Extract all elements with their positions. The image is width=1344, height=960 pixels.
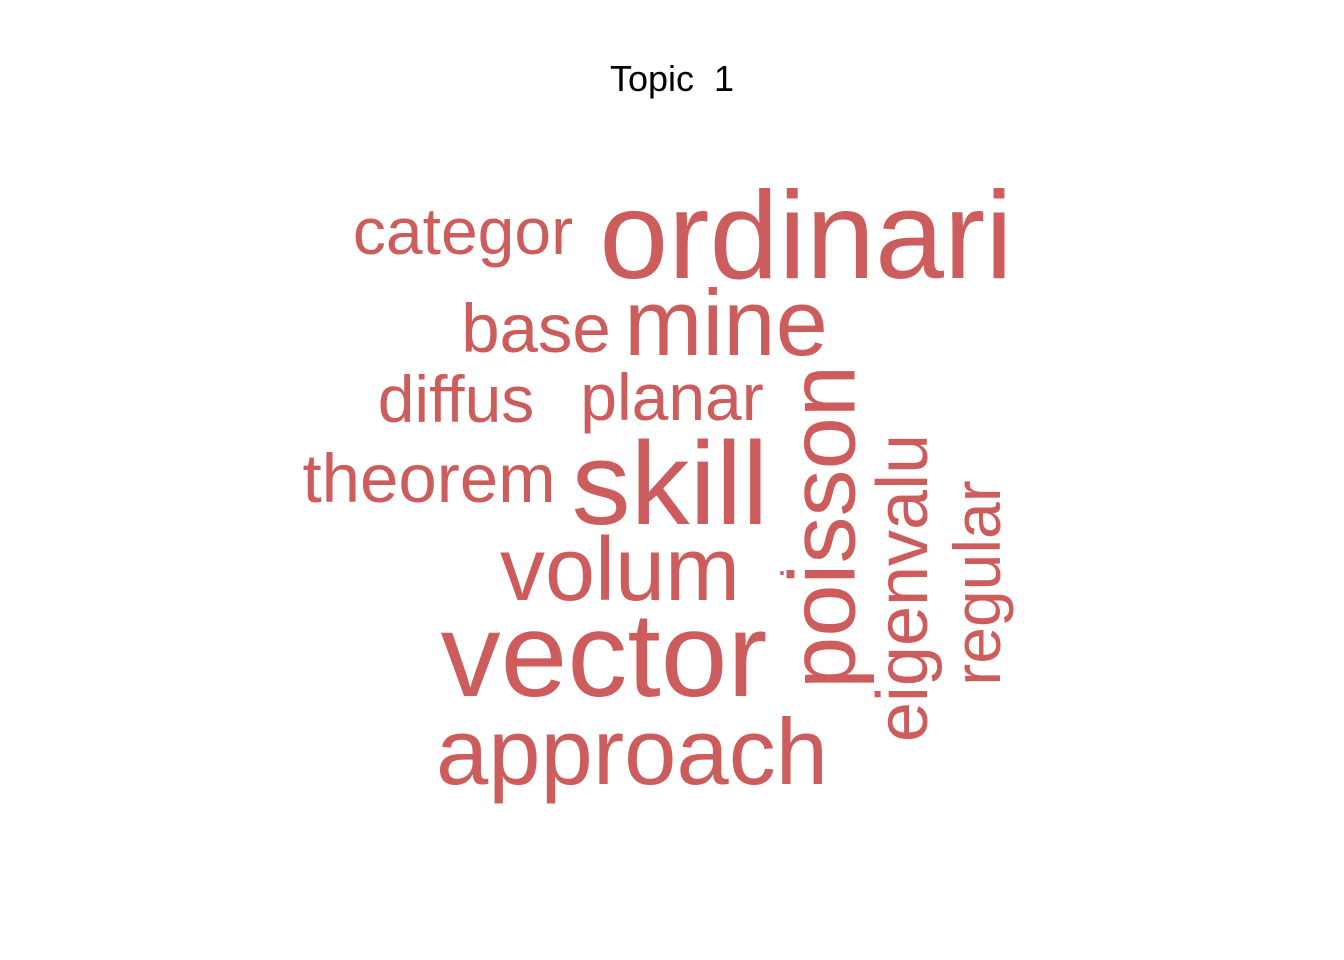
word-base: base xyxy=(461,290,611,367)
word-dot: · xyxy=(776,550,788,591)
word-theorem: theorem xyxy=(302,440,555,517)
word-approach: approach xyxy=(436,699,828,804)
word-planar: planar xyxy=(580,360,763,434)
word-ordinari: ordinari xyxy=(599,167,1013,305)
word-mine: mine xyxy=(624,270,828,375)
word-diffus: diffus xyxy=(378,362,535,436)
word-skill: skill xyxy=(572,418,769,550)
chart-title: Topic 1 xyxy=(609,58,735,99)
word-regular: regular xyxy=(940,480,1014,685)
word-vector: vector xyxy=(441,588,768,722)
word-volum: volum xyxy=(500,520,740,620)
word-poisson: poisson xyxy=(770,365,875,689)
word-eigenvalu: eigenvalu xyxy=(863,434,943,742)
word-categor: categor xyxy=(353,194,573,268)
